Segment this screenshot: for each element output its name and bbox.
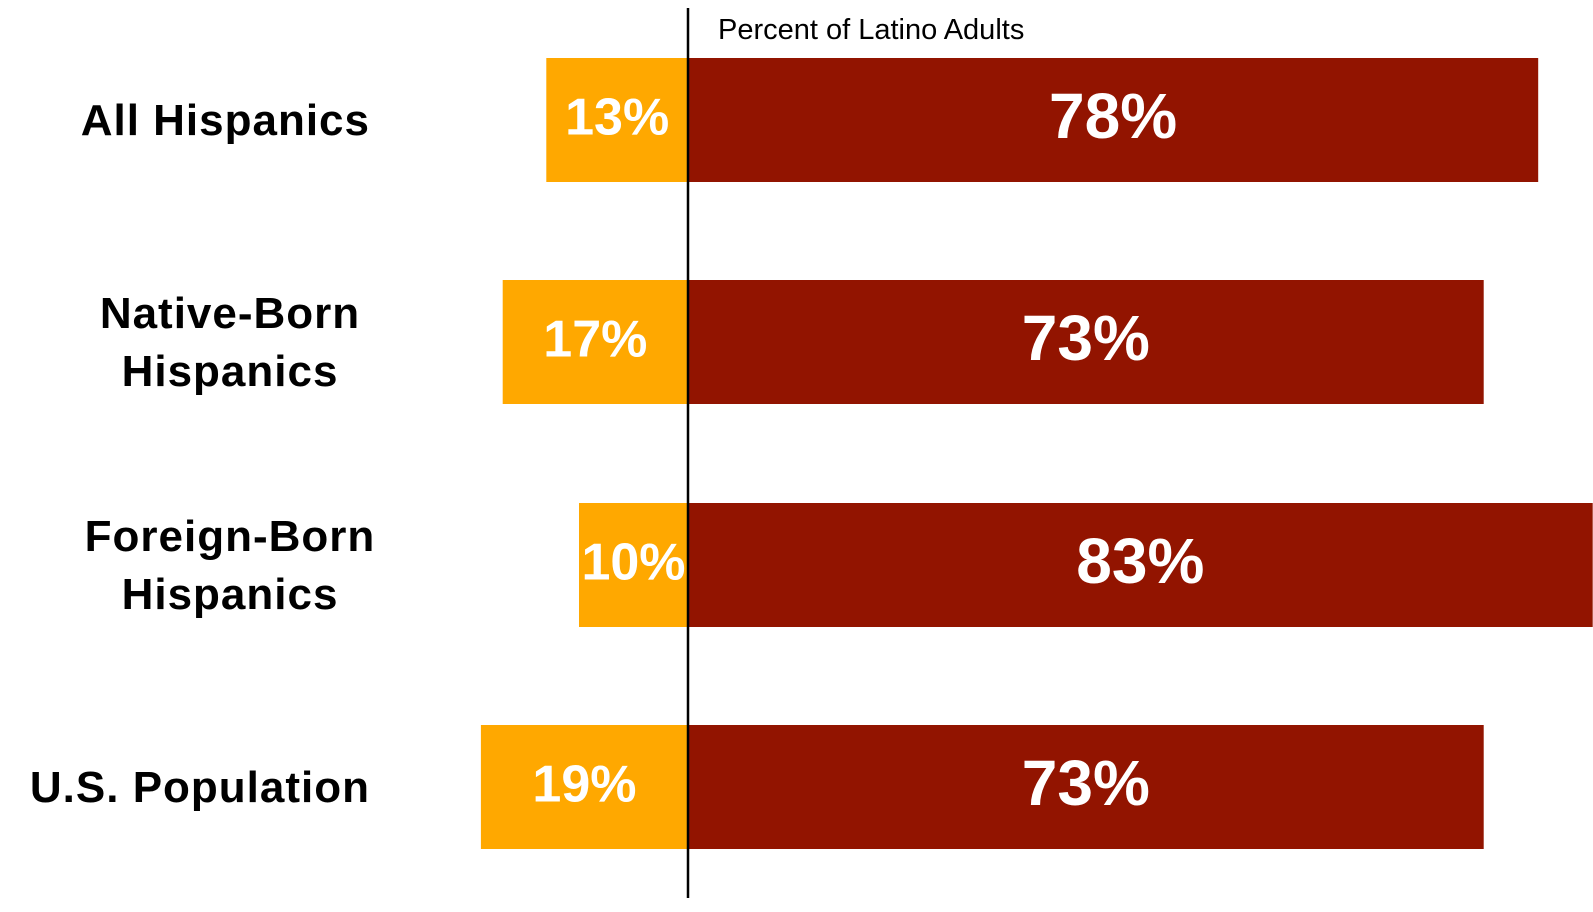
bar-right-3: [688, 725, 1484, 849]
category-label-2: Foreign-Born Hispanics: [85, 512, 376, 619]
labels-layer: 13% 78% All Hispanics 17% 73% Native-Born Hisp…: [30, 80, 1205, 819]
category-label-line: Foreign-Born: [85, 512, 376, 561]
category-label-line: Hispanics: [122, 570, 339, 619]
category-label-line: U.S. Population: [30, 763, 370, 812]
bar-right-1: [688, 280, 1484, 404]
bar-left-1: [502, 280, 688, 404]
category-label-3: U.S. Population: [30, 763, 370, 812]
value-label-left-3: 19%: [532, 756, 636, 814]
value-label-right-0: 78%: [1049, 80, 1177, 152]
bar-left-2: [579, 503, 688, 627]
bar-left-0: [546, 58, 688, 182]
bars-layer: [480, 58, 1593, 849]
value-label-left-2: 10%: [581, 534, 685, 592]
category-label-line: Native-Born: [100, 289, 360, 338]
value-label-right-2: 83%: [1076, 525, 1204, 597]
category-label-line: Hispanics: [122, 347, 339, 396]
value-label-left-0: 13%: [565, 89, 669, 147]
value-label-right-3: 73%: [1022, 747, 1150, 819]
category-label-1: Native-Born Hispanics: [100, 289, 360, 396]
bar-left-3: [480, 725, 688, 849]
category-label-line: All Hispanics: [81, 96, 370, 145]
value-label-right-1: 73%: [1022, 302, 1150, 374]
bar-right-2: [688, 503, 1593, 627]
bar-right-0: [688, 58, 1539, 182]
axis-title: Percent of Latino Adults: [718, 14, 1024, 46]
category-label-0: All Hispanics: [81, 96, 370, 145]
value-label-left-1: 17%: [543, 311, 647, 369]
